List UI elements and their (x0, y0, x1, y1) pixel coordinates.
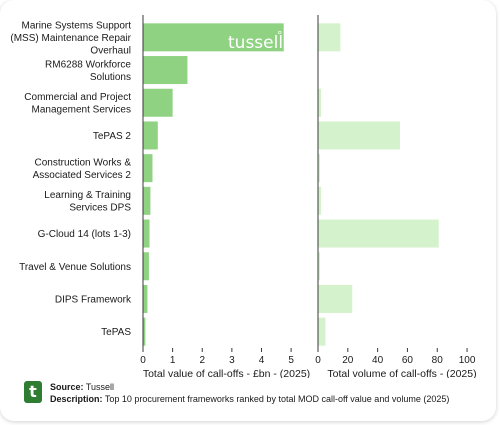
value-chart-x-tick-label: 2 (199, 355, 205, 366)
category-label-line: Overhaul (90, 45, 131, 56)
chart-footer: t Source: Tussell Description: Top 10 pr… (24, 378, 484, 408)
description-line: Description: Top 10 procurement framewor… (50, 394, 449, 404)
category-label-line: Learning & Training (44, 190, 131, 201)
value-chart-bar (143, 56, 188, 85)
value-chart-bar (143, 284, 148, 313)
category-label-line: Travel & Venue Solutions (19, 262, 131, 273)
category-label: Marine Systems Support (MSS) Maintenance … (10, 20, 131, 56)
value-chart-bar (143, 121, 158, 150)
value-chart-bar (143, 219, 150, 248)
category-label-line: (MSS) Maintenance Repair (10, 33, 131, 44)
category-label: G-Cloud 14 (lots 1-3) (38, 229, 131, 240)
value-chart-bar (143, 23, 284, 52)
category-label-line: Marine Systems Support (22, 20, 132, 31)
value-chart-bar (143, 186, 151, 215)
volume-chart-bar (318, 252, 320, 281)
description-text: Top 10 procurement frameworks ranked by … (104, 394, 450, 404)
volume-chart-x-tick-label: 20 (342, 355, 354, 366)
tussell-logo: tussell (228, 33, 283, 53)
value-chart-x-axis-label: Total value of call-offs - £bn - (2025) (143, 368, 310, 378)
value-chart-x-tick-label: 1 (170, 355, 176, 366)
value-chart-bar (143, 317, 146, 346)
category-label: DIPS Framework (55, 294, 132, 305)
volume-chart-x-tick-label: 60 (402, 355, 414, 366)
value-chart-x-tick-label: 5 (288, 355, 294, 366)
volume-chart-bar (318, 154, 320, 183)
category-label-line: Solutions (90, 72, 131, 83)
volume-chart-x-axis-label: Total volume of call-offs - (2025) (327, 368, 476, 378)
category-label: Learning & Training Services DPS (44, 190, 131, 214)
category-label-line: RM6288 Workforce (45, 59, 131, 70)
category-label: RM6288 Workforce Solutions (45, 59, 131, 83)
volume-chart-bar (318, 88, 321, 117)
source-line: Source: Tussell (50, 382, 114, 392)
volume-chart-bar (318, 219, 439, 248)
volume-chart-x-tick-label: 80 (432, 355, 444, 366)
volume-chart-bar (318, 23, 341, 52)
volume-chart-bar (318, 121, 400, 150)
category-label: Travel & Venue Solutions (19, 262, 131, 273)
tussell-badge-icon: t (24, 381, 42, 403)
volume-chart-bar (318, 186, 321, 215)
category-label: TePAS 2 (93, 131, 132, 142)
category-label-line: Commercial and Project (24, 92, 131, 103)
value-chart-bar (143, 154, 153, 183)
category-label: TePAS (101, 327, 131, 338)
volume-chart-x-tick-label: 100 (459, 355, 476, 366)
value-chart-x-tick-label: 0 (140, 355, 146, 366)
category-label-line: TePAS (101, 327, 131, 338)
value-chart-bar (143, 88, 173, 117)
value-chart-x-tick-label: 3 (229, 355, 235, 366)
category-label-line: DIPS Framework (55, 294, 132, 305)
source-label: Source: (50, 382, 84, 392)
category-label-line: TePAS 2 (93, 131, 132, 142)
category-label: Construction Works & Associated Services … (33, 157, 132, 181)
volume-chart-x-tick-label: 40 (372, 355, 384, 366)
category-label-line: Services DPS (69, 203, 131, 214)
category-label: Commercial and Project Management Service… (24, 92, 131, 116)
category-label-line: Associated Services 2 (33, 170, 132, 181)
volume-chart-bar (318, 317, 326, 346)
volume-chart-bar (318, 284, 353, 313)
bar-charts: 0 1 2 3 4 5 Total value of call-offs - £bn - (… (10, 15, 477, 378)
value-chart-bar (143, 252, 149, 281)
volume-chart-x-tick-label: 0 (315, 355, 321, 366)
category-label-line: G-Cloud 14 (lots 1-3) (38, 229, 131, 240)
tussell-logo-mark: ° (277, 29, 283, 42)
category-label-line: Management Services (32, 105, 132, 116)
value-chart-x-tick-label: 4 (259, 355, 265, 366)
category-label-line: Construction Works & (34, 157, 131, 168)
source-text: Tussell (85, 382, 115, 392)
description-label: Description: (50, 394, 103, 404)
